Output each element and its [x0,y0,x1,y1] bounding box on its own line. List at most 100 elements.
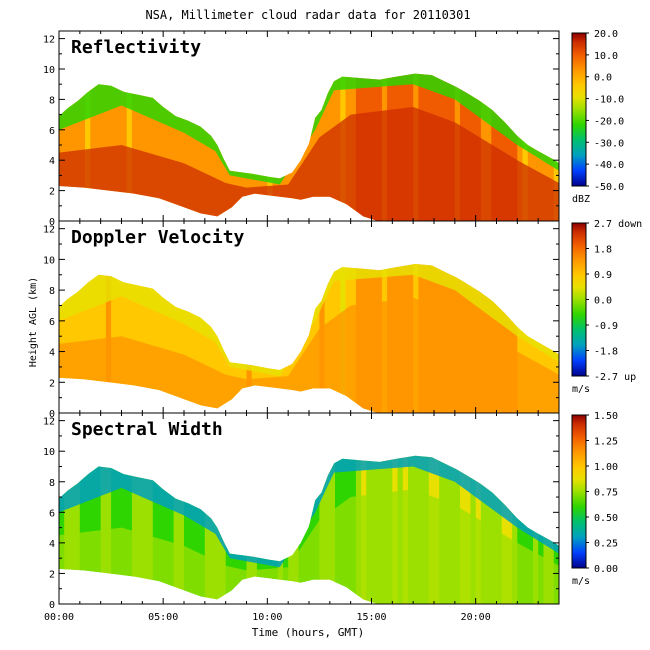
colorbar-tick-label: 1.8 [594,245,612,256]
cloud-band [309,73,315,221]
cloud-band [95,73,102,221]
panel-1: 0 2 4 6 8 10 12 Reflectivity 20.0 10.0 0.0 -10.0 -20… [43,29,624,228]
cloud-field [59,455,559,604]
x-axis-label: Time (hours, GMT) [252,626,365,639]
cloud-band [111,73,117,221]
colorbar-tick-label: 0.0 [594,73,612,84]
colorbar-tick-label: -50.0 [594,182,624,193]
cloud-band [501,455,508,604]
cloud-band [147,264,154,413]
colorbar-tick-label: 0.75 [594,488,618,499]
colorbar-tick-label: -2.7 up [594,372,636,383]
cloud-band [142,455,149,604]
colorbar-tick-label: 0.25 [594,539,618,550]
cloud-band [152,455,159,604]
cloud-band [85,264,91,413]
cloud-band [168,455,175,604]
cloud-band [512,73,518,221]
y-tick-label: 2 [49,187,55,198]
cloud-band [64,264,70,413]
cloud-band [79,73,86,221]
cloud-band [194,73,201,221]
cloud-band [173,455,180,604]
cloud-field [59,264,559,413]
colorbar-tick-label: 1.00 [594,462,618,473]
colorbar [571,32,587,187]
cloud-band [512,264,518,413]
cloud-band [517,264,524,413]
cloud-band [199,455,206,604]
cloud-band [309,264,315,413]
cloud-band [85,455,91,604]
cloud-band [496,455,503,604]
y-tick-label: 2 [49,569,55,580]
cloud-band [199,73,206,221]
cloud-band [69,455,76,604]
cloud-band [152,264,159,413]
y-tick-label: 6 [49,508,55,519]
cloud-band [496,264,503,413]
y-tick-label: 10 [43,447,55,458]
cloud-band [158,73,164,221]
colorbar-tick-label: 0.00 [594,564,618,575]
y-tick-label: 8 [49,95,55,106]
cloud-band [199,264,206,413]
y-tick-label: 4 [49,156,55,167]
cloud-band [517,73,524,221]
y-tick-label: 4 [49,348,55,359]
cloud-band [184,264,190,413]
y-tick-label: 12 [43,417,55,428]
cloud-band [158,264,164,413]
y-tick-label: 10 [43,255,55,266]
cloud-band [74,264,81,413]
y-axis-label: Height AGL (km) [28,277,39,367]
cloud-band [100,455,107,604]
cloud-band [126,73,133,221]
cloud-band [90,264,97,413]
y-tick-label: 12 [43,225,55,236]
cloud-band [506,455,513,604]
y-tick-label: 0 [49,409,55,420]
cloud-band [116,73,123,221]
cloud-band [178,455,185,604]
y-tick-label: 6 [49,317,55,328]
y-tick-label: 6 [49,126,55,137]
cloud-band [189,264,195,413]
cloud-band [59,73,65,221]
cloud-band [142,73,149,221]
colorbar-tick-label: -20.0 [594,116,624,127]
colorbar-tick-label: 20.0 [594,29,618,40]
cloud-band [163,264,169,413]
cloud-band [178,73,185,221]
cloud-band [111,264,117,413]
cloud-band [74,455,81,604]
cloud-core [59,107,559,221]
cloud-band [147,73,154,221]
cloud-field [59,73,559,221]
cloud-band [105,455,112,604]
cloud-band [105,264,112,413]
x-tick-label: 05:00 [148,612,178,623]
cloud-band [168,264,175,413]
chart-title: NSA, Millimeter cloud radar data for 201… [145,8,470,22]
cloud-band [111,455,117,604]
cloud-band [95,455,102,604]
cloud-band [90,73,97,221]
cloud-band [85,73,91,221]
panel-title: Doppler Velocity [71,227,245,248]
cloud-band [116,264,123,413]
cloud-band [496,73,503,221]
y-tick-label: 2 [49,378,55,389]
y-tick-label: 8 [49,286,55,297]
cloud-band [184,455,190,604]
cloud-band [59,455,65,604]
cloud-band [189,73,195,221]
colorbar-tick-label: 10.0 [594,51,618,62]
cloud-band [131,264,138,413]
panel-2: 0 2 4 6 8 10 12 Doppler Velocity 2.7 down 1.8 0.9 0… [43,219,642,420]
colorbar-tick-label: 0.50 [594,513,618,524]
cloud-band [79,455,86,604]
panel-title: Reflectivity [71,37,201,58]
colorbar-tick-label: 1.25 [594,437,618,448]
